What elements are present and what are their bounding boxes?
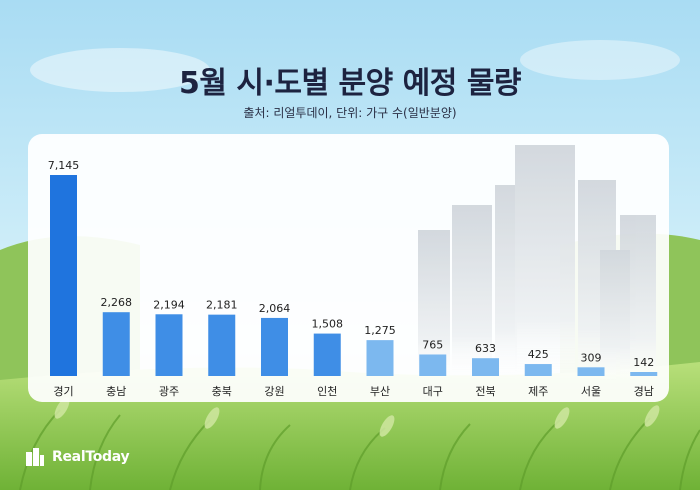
bar-부산 <box>366 340 394 376</box>
bar-전북 <box>472 358 499 376</box>
category-label-충북: 충북 <box>212 385 232 398</box>
value-label-충남: 2,268 <box>101 296 133 309</box>
category-label-대구: 대구 <box>423 385 443 398</box>
value-label-전북: 633 <box>475 342 496 355</box>
bar-서울 <box>577 367 605 376</box>
bar-경남 <box>630 372 658 376</box>
buildings-illustration <box>418 145 656 380</box>
bar-강원 <box>261 317 288 376</box>
category-label-인천: 인천 <box>317 384 337 398</box>
bar-충북 <box>208 314 236 376</box>
category-label-강원: 강원 <box>264 385 284 398</box>
value-label-광주: 2,194 <box>153 298 185 311</box>
value-label-경기: 7,145 <box>48 159 80 172</box>
bar-group: 7,145 경기 2,268 충남 2,194 광주 2,181 충북 2,064 강원 1,508… <box>48 159 658 398</box>
value-label-인천: 1,508 <box>312 318 344 331</box>
realtoday-logo-icon <box>26 448 44 466</box>
bar-인천 <box>313 333 341 376</box>
category-label-서울: 서울 <box>581 385 601 398</box>
value-label-대구: 765 <box>422 338 443 351</box>
value-label-서울: 309 <box>581 351 602 364</box>
brand-name: RealToday <box>52 449 130 465</box>
value-label-제주: 425 <box>528 348 549 361</box>
bar-대구 <box>419 354 447 376</box>
category-label-부산: 부산 <box>370 385 390 398</box>
bar-광주 <box>155 314 183 376</box>
category-label-제주: 제주 <box>528 385 548 398</box>
bar-제주 <box>524 364 552 376</box>
value-label-경남: 142 <box>633 356 654 369</box>
bar-경기 <box>50 175 77 376</box>
category-label-전북: 전북 <box>475 385 495 398</box>
bar-충남 <box>102 312 130 376</box>
chart-title: 5월 시·도별 분양 예정 물량 <box>178 66 522 101</box>
value-label-부산: 1,275 <box>364 324 396 337</box>
category-label-경남: 경남 <box>634 385 654 398</box>
value-label-강원: 2,064 <box>259 302 291 315</box>
value-label-충북: 2,181 <box>206 299 238 312</box>
source-note: 출처: 리얼투데이, 단위: 가구 수(일반분양) <box>243 106 457 120</box>
brand-logo: RealToday <box>24 446 130 468</box>
category-label-광주: 광주 <box>159 385 179 398</box>
category-label-경기: 경기 <box>53 385 73 398</box>
category-label-충남: 충남 <box>106 385 126 398</box>
